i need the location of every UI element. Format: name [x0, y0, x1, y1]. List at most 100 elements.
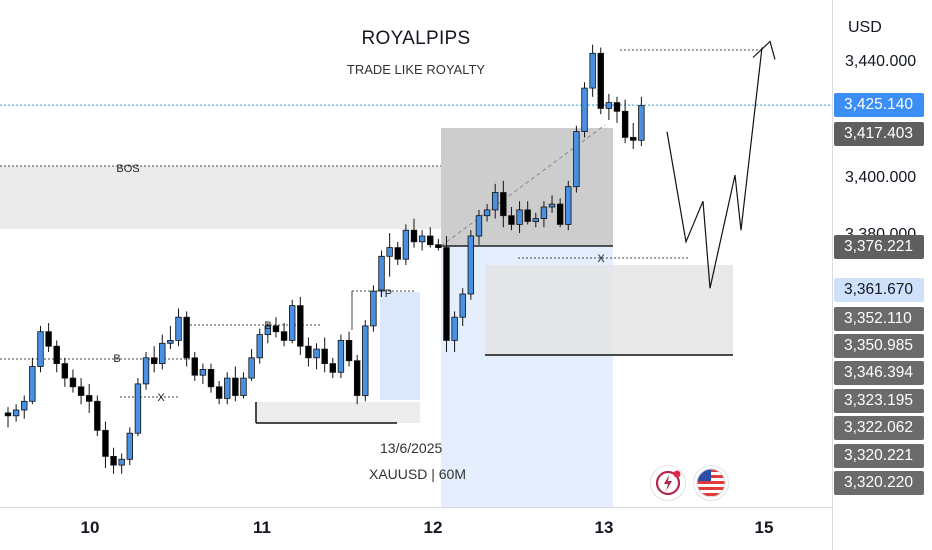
- x-tick-label: 11: [253, 518, 271, 537]
- bear-candle: [61, 363, 69, 379]
- current-price-badge: 3,425.140: [834, 93, 924, 117]
- bull-candle: [21, 400, 28, 411]
- bull-candle: [540, 206, 548, 219]
- bear-candle: [500, 192, 507, 217]
- bull-candle: [467, 235, 475, 295]
- chart-subtitle: TRADE LIKE ROYALTY: [346, 62, 486, 77]
- bear-candle: [183, 316, 190, 359]
- projection-arrow-head: [752, 40, 776, 60]
- bear-candle: [353, 360, 361, 396]
- price-badge: 3,323.195: [834, 389, 924, 413]
- bull-candle: [337, 339, 345, 373]
- bear-candle: [207, 368, 215, 388]
- bear-candle: [410, 229, 418, 243]
- bear-candle: [613, 102, 621, 112]
- bull-candle: [175, 316, 182, 341]
- bull-candle: [159, 342, 166, 364]
- bull-candle: [313, 348, 320, 359]
- bull-candle: [548, 203, 556, 208]
- bear-candle: [232, 377, 239, 396]
- x-tick-label: 12: [423, 518, 443, 537]
- bull-candle: [264, 325, 272, 335]
- bear-candle: [191, 357, 198, 376]
- x-tick-label: 15: [754, 518, 774, 537]
- bear-candle: [102, 429, 109, 457]
- bear-candle: [345, 339, 353, 362]
- x-label-left: X: [157, 392, 165, 404]
- bull-candle: [573, 131, 580, 188]
- x-label-right: X: [597, 253, 605, 265]
- supply-zone: [441, 128, 613, 246]
- bull-candle: [288, 305, 296, 341]
- bull-candle: [199, 368, 207, 376]
- bear-candle: [394, 247, 401, 260]
- bear-candle: [321, 348, 328, 365]
- bear-candle: [110, 455, 117, 466]
- y-tick-label: 3,440.000: [845, 53, 917, 70]
- price-badge: 3,361.670: [834, 278, 924, 302]
- bos-label: BOS: [116, 163, 139, 175]
- bull-candle: [240, 377, 247, 396]
- price-badge: 3,350.985: [834, 334, 924, 358]
- energy-icon[interactable]: [650, 465, 686, 501]
- bull-candle: [565, 186, 572, 225]
- price-badge: 3,320.221: [834, 444, 924, 468]
- bear-candle: [4, 412, 12, 417]
- bull-candle: [475, 215, 483, 237]
- x-tick-label: 13: [594, 518, 614, 537]
- bear-candle: [524, 209, 531, 222]
- bull-candle: [386, 247, 393, 257]
- bull-candle: [532, 218, 539, 222]
- bear-candle: [272, 325, 280, 333]
- bull-candle: [459, 293, 466, 318]
- bull-candle: [605, 102, 613, 109]
- bear-candle: [215, 386, 223, 399]
- x-tick-label: 10: [80, 518, 100, 537]
- bull-candle: [248, 357, 255, 379]
- currency-label[interactable]: USD: [848, 19, 882, 36]
- tp-zone: [380, 292, 420, 400]
- bull-candle: [126, 432, 133, 460]
- bull-candle: [224, 377, 231, 399]
- price-badge: 3,320.220: [834, 471, 924, 495]
- bear-candle: [435, 244, 442, 248]
- time-axis-divider: [0, 507, 832, 508]
- bull-candle: [402, 229, 410, 260]
- bull-candle: [638, 105, 645, 141]
- bull-candle: [12, 409, 20, 417]
- bull-candle: [378, 255, 385, 292]
- bull-candle: [362, 325, 369, 396]
- bear-candle: [443, 247, 450, 341]
- bear-candle: [53, 345, 60, 365]
- price-badge: 3,322.062: [834, 416, 924, 440]
- bull-candle: [29, 366, 36, 402]
- date-label: 13/6/2025: [380, 440, 443, 456]
- bos-zone: [0, 166, 441, 229]
- price-axis-divider: [832, 0, 833, 550]
- bear-candle: [329, 363, 336, 373]
- bear-candle: [77, 386, 85, 396]
- bull-candle: [491, 192, 499, 211]
- price-badge: 3,346.394: [834, 361, 924, 385]
- entry-zone: [256, 402, 420, 423]
- bear-candle: [427, 235, 434, 246]
- bull-candle: [589, 52, 596, 89]
- bear-candle: [305, 345, 312, 359]
- b-label-middle: B: [264, 320, 271, 332]
- price-badge: 3,417.403: [834, 122, 924, 146]
- bear-candle: [508, 215, 515, 225]
- bear-candle: [69, 377, 77, 388]
- bull-candle: [256, 334, 263, 359]
- bull-candle: [142, 357, 150, 385]
- us-flag-icon[interactable]: [693, 465, 729, 501]
- price-badge: 3,376.221: [834, 235, 924, 259]
- bull-candle: [37, 331, 44, 367]
- symbol-label: XAUUSD | 60M: [369, 466, 466, 482]
- bear-candle: [150, 357, 158, 364]
- bear-candle: [45, 331, 52, 347]
- bear-candle: [597, 52, 604, 109]
- bear-candle: [280, 331, 288, 341]
- bear-candle: [621, 110, 629, 138]
